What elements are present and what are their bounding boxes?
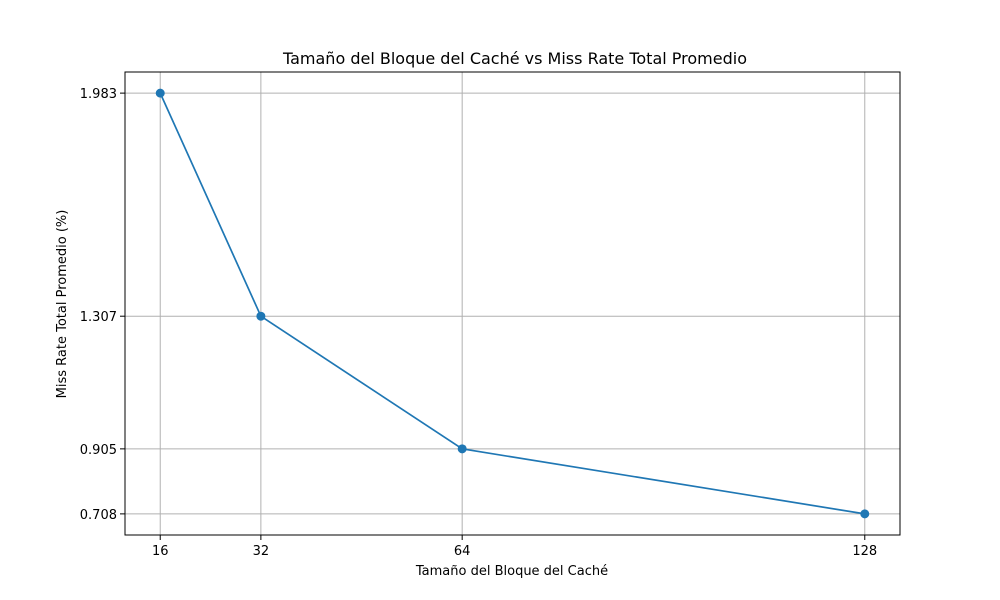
y-tick-label: 0.905 xyxy=(80,443,117,458)
data-point xyxy=(155,88,165,98)
x-tick-label: 32 xyxy=(253,544,270,559)
chart-title: Tamaño del Bloque del Caché vs Miss Rate… xyxy=(282,49,747,68)
x-axis-label: Tamaño del Bloque del Caché xyxy=(415,564,608,579)
y-tick-label: 1.983 xyxy=(80,87,117,102)
y-axis: 0.708 0.905 1.307 1.983 xyxy=(80,87,125,523)
y-tick-label: 0.708 xyxy=(80,508,117,523)
series-layer xyxy=(155,88,870,519)
series-line xyxy=(159,92,865,515)
x-axis: 16 32 64 128 xyxy=(152,535,877,559)
data-point xyxy=(457,444,467,454)
data-point xyxy=(256,311,266,321)
x-tick-label: 64 xyxy=(454,544,471,559)
x-tick-label: 16 xyxy=(152,544,169,559)
grid-lines xyxy=(125,72,900,535)
y-axis-label: Miss Rate Total Promedio (%) xyxy=(55,210,70,399)
y-tick-label: 1.307 xyxy=(80,310,117,325)
data-point xyxy=(860,509,870,519)
x-tick-label: 128 xyxy=(852,544,877,559)
plot-frame xyxy=(124,71,901,536)
